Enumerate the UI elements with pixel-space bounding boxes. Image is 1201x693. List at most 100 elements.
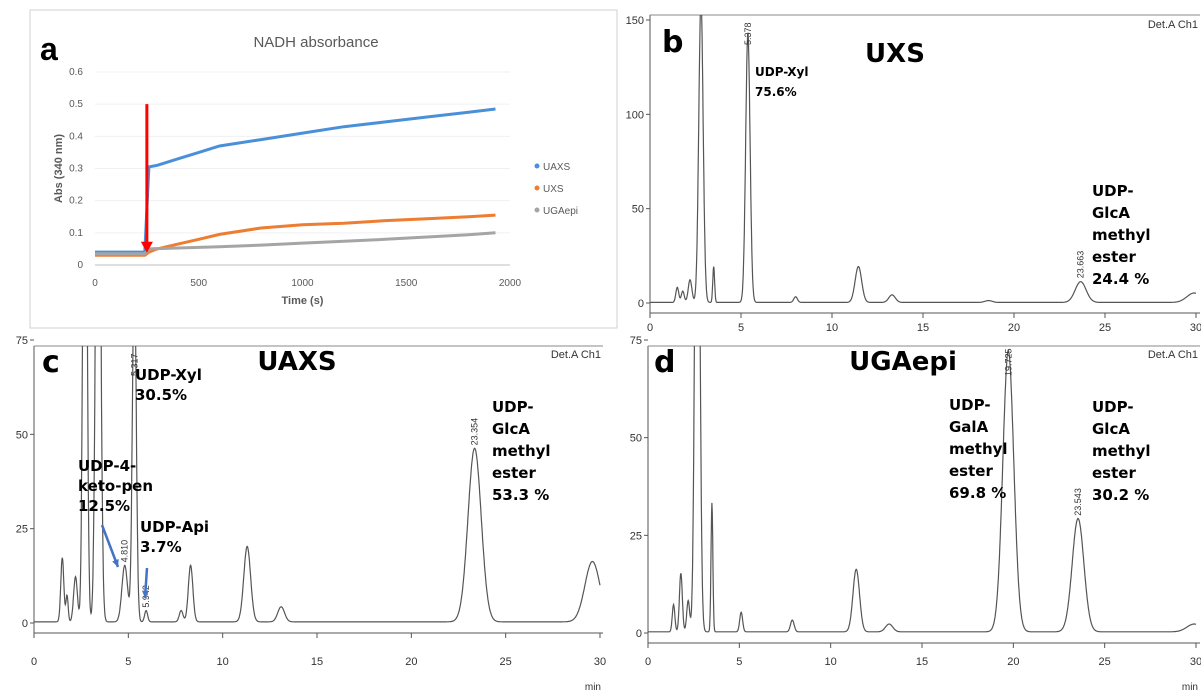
peak-annotation-text: GlcA — [1092, 204, 1130, 222]
chromatogram-trace — [648, 346, 1197, 633]
peak-annotation-text: methyl — [1092, 442, 1151, 460]
retention-time-label: 19.725 — [1003, 348, 1013, 376]
y-tick-label: 0 — [22, 618, 28, 630]
y-tick-label: 75 — [630, 335, 642, 347]
x-tick-label: 20 — [1008, 322, 1020, 334]
y-tick-label: 100 — [626, 109, 644, 121]
retention-time-label: 23.663 — [1076, 251, 1086, 279]
x-tick-label: 10 — [826, 322, 838, 334]
chart-title: UXS — [865, 39, 925, 69]
y-tick-label: 0.5 — [69, 99, 83, 110]
x-tick-label: 30 — [594, 656, 606, 668]
x-tick-label: 25 — [1099, 656, 1111, 668]
legend-label: UAXS — [543, 162, 571, 173]
series-line-uaxs — [95, 107, 496, 254]
legend-marker — [534, 207, 540, 213]
peak-annotation-text: 69.8 % — [949, 484, 1006, 502]
x-tick-label: 1000 — [291, 278, 314, 289]
panel-a: a NADH absorbance 0 0.1 0.2 0.3 0.4 0.5 0.6 0 500 1… — [29, 9, 618, 329]
x-tick-label: 0 — [645, 656, 651, 668]
panel-letter: d — [654, 345, 675, 380]
y-tick-label: 0 — [636, 628, 642, 640]
y-tick-label: 0.3 — [69, 164, 83, 175]
peak-annotation-text: methyl — [492, 442, 551, 460]
x-tick-label: 30 — [1190, 322, 1201, 334]
x-tick-label: 15 — [311, 656, 323, 668]
peak-annotation-text: 24.4 % — [1092, 270, 1149, 288]
detector-channel-label: Det.A Ch1 — [1148, 19, 1198, 31]
legend-marker — [534, 163, 540, 169]
peak-annotation-text: UDP- — [492, 398, 534, 416]
chromatogram-trace — [650, 15, 1197, 303]
chart-title: UAXS — [257, 347, 336, 377]
y-tick-label: 0 — [77, 260, 83, 271]
y-tick-label: 0.1 — [69, 228, 83, 239]
detector-channel-label: Det.A Ch1 — [1148, 349, 1198, 361]
peak-annotation-text: keto-pen — [78, 477, 153, 495]
peak-annotation-text: UDP-Xyl — [135, 366, 202, 384]
chromatogram-trace — [34, 346, 601, 623]
panel-c: 0255075051015202530min5.3174.8105.94223.… — [16, 335, 606, 693]
retention-time-label: 23.543 — [1073, 488, 1083, 516]
peak-annotation-text: UDP- — [949, 396, 991, 414]
x-tick-label: 2000 — [499, 278, 522, 289]
x-tick-label: 15 — [917, 322, 929, 334]
y-tick-label: 150 — [626, 15, 644, 27]
y-tick-label: 0.4 — [69, 131, 83, 142]
peak-annotation-text: ester — [1092, 464, 1136, 482]
peak-annotation-text: ester — [492, 464, 536, 482]
peak-annotation-text: UDP-Api — [140, 518, 209, 536]
x-tick-label: 30 — [1190, 656, 1201, 668]
retention-time-label: 5.378 — [743, 22, 753, 45]
panel-letter: a — [40, 31, 58, 67]
y-tick-label: 25 — [630, 530, 642, 542]
legend-label: UXS — [543, 184, 564, 195]
y-tick-label: 25 — [16, 524, 28, 536]
x-tick-label: 1500 — [395, 278, 418, 289]
x-axis-unit: min — [585, 682, 601, 693]
peak-annotation-text: UDP-4- — [78, 457, 136, 475]
y-tick-label: 50 — [16, 429, 28, 441]
y-tick-label: 0.2 — [69, 196, 83, 207]
y-tick-label: 50 — [630, 433, 642, 445]
x-tick-label: 5 — [736, 656, 742, 668]
peak-annotation-text: 53.3 % — [492, 486, 549, 504]
peak-annotation-text: ester — [949, 462, 993, 480]
peak-annotation-text: 30.2 % — [1092, 486, 1149, 504]
x-tick-label: 20 — [405, 656, 417, 668]
x-tick-label: 5 — [738, 322, 744, 334]
x-tick-label: 20 — [1007, 656, 1019, 668]
x-tick-label: 10 — [217, 656, 229, 668]
peak-annotation-text: 3.7% — [140, 538, 182, 556]
panel-letter: c — [42, 345, 60, 380]
retention-time-label: 23.354 — [470, 418, 480, 446]
x-axis-label: Time (s) — [282, 295, 324, 307]
x-tick-label: 10 — [825, 656, 837, 668]
retention-time-label: 5.317 — [129, 353, 139, 376]
peak-annotation-text: 75.6% — [755, 85, 797, 99]
y-tick-label: 50 — [632, 204, 644, 216]
peak-annotation-text: ester — [1092, 248, 1136, 266]
y-tick-label: 0 — [638, 298, 644, 310]
peak-annotation-text: UDP- — [1092, 182, 1134, 200]
peak-annotation-text: GlcA — [492, 420, 530, 438]
pointer-arrow-head — [142, 590, 149, 598]
panel-letter: b — [662, 25, 683, 60]
addition-arrow-head — [140, 241, 153, 253]
x-tick-label: 15 — [916, 656, 928, 668]
x-tick-label: 25 — [1099, 322, 1111, 334]
panel-d: 0 25 50 75 0 5 10 15 20 25 30 min 19.725 23.543 d UGAep… — [630, 335, 1201, 693]
peak-annotation-text: UDP-Xyl — [755, 65, 808, 79]
y-tick-label: 0.6 — [69, 67, 83, 78]
x-tick-label: 0 — [647, 322, 653, 334]
panel-b: 0 50 100 150 0 5 10 15 20 25 30 5.378 23.663 b UXS Det.… — [626, 14, 1201, 334]
x-axis-unit: min — [1182, 682, 1198, 693]
y-axis-label: Abs (340 nm) — [53, 134, 65, 203]
peak-annotation-text: 12.5% — [78, 497, 130, 515]
pointer-arrow-shaft — [100, 524, 120, 568]
peak-annotation-text: GlcA — [1092, 420, 1130, 438]
x-tick-label: 0 — [92, 278, 98, 289]
legend-marker — [534, 185, 540, 191]
pointer-arrow-head — [112, 559, 119, 567]
peak-annotation-text: 30.5% — [135, 386, 187, 404]
